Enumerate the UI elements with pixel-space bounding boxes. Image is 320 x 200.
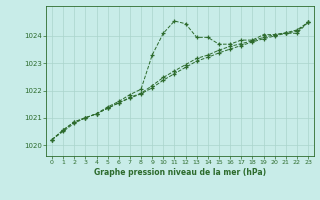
X-axis label: Graphe pression niveau de la mer (hPa): Graphe pression niveau de la mer (hPa) — [94, 168, 266, 177]
